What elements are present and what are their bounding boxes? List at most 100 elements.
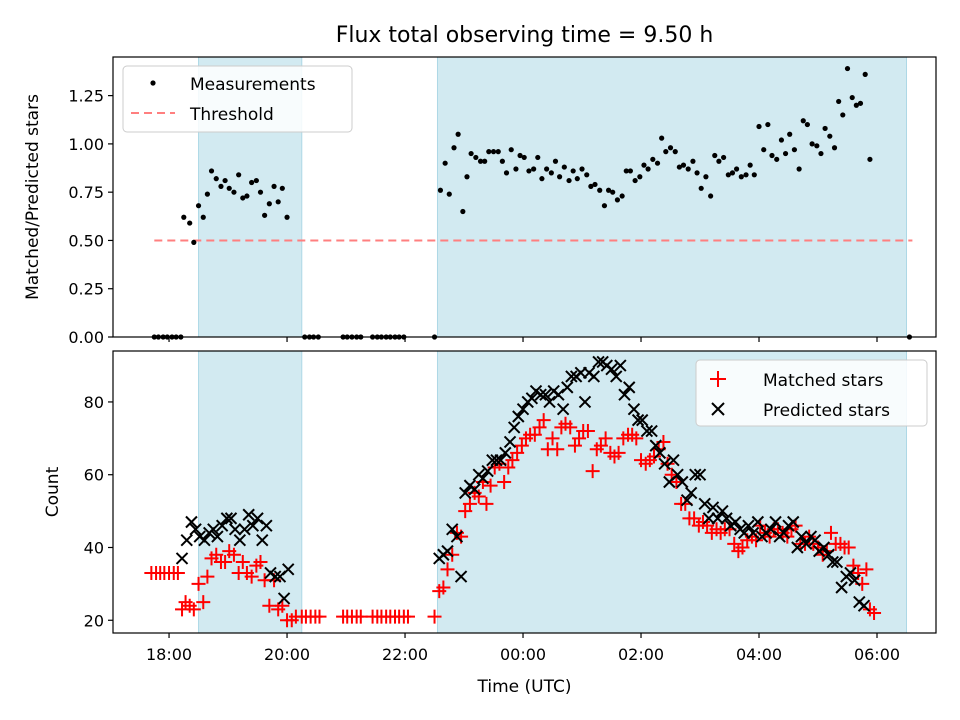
measurement-point: [592, 181, 598, 188]
matched-stars-point: [646, 449, 661, 464]
measurement-point: [570, 168, 576, 174]
legend-marker-predicted: [711, 402, 725, 416]
measurement-point: [460, 208, 466, 215]
measurement-point: [751, 172, 757, 178]
matched-stars-point: [567, 438, 582, 453]
predicted-stars-point: [614, 359, 627, 372]
measurement-point: [756, 123, 762, 130]
legend-box: [695, 359, 928, 427]
matched-stars-point: [514, 438, 529, 453]
matched-stars-point: [200, 569, 215, 584]
predicted-stars-point: [729, 515, 742, 529]
predicted-stars-point: [746, 526, 760, 540]
predicted-stars-point: [185, 515, 198, 529]
measurement-point: [637, 174, 643, 180]
predicted-stars-point: [791, 541, 804, 554]
predicted-stars-point: [228, 523, 242, 536]
matched-stars-point: [262, 598, 277, 613]
matched-stars-point: [312, 609, 327, 624]
ratio-axes-frame: [112, 56, 937, 338]
matched-stars-point: [823, 525, 838, 540]
matched-stars-point: [436, 580, 451, 595]
predicted-stars-point: [441, 544, 454, 558]
predicted-stars-point: [539, 388, 552, 401]
measurement-point: [181, 214, 187, 220]
measurement-point: [703, 174, 709, 180]
matched-stars-point: [471, 489, 486, 504]
predicted-stars-point: [640, 424, 654, 438]
predicted-stars-point: [826, 555, 839, 569]
measurement-point: [623, 168, 629, 174]
predicted-stars-point: [454, 570, 468, 583]
predicted-stars-point: [706, 501, 720, 514]
matched-stars-point: [170, 565, 185, 580]
measurement-point: [831, 145, 838, 151]
predicted-stars-point: [494, 453, 507, 467]
legend-label-threshold: Threshold: [189, 105, 274, 125]
measurement-point: [566, 177, 572, 184]
predicted-stars-point: [627, 403, 641, 416]
y-tick-label: 0.25: [68, 280, 104, 299]
measurement-point: [262, 212, 268, 218]
predicted-stars-point: [769, 515, 782, 529]
predicted-stars-point: [450, 530, 464, 543]
measurement-point: [222, 177, 228, 184]
matched-stars-point: [458, 504, 473, 519]
y-ticks-ratio: 0.00 0.25 0.50 0.75 1.00 1.25: [68, 87, 113, 347]
measurement-point: [672, 149, 678, 155]
predicted-stars-point: [777, 526, 790, 540]
measurement-point: [650, 156, 656, 162]
measurement-point: [244, 193, 250, 199]
predicted-stars-point: [233, 534, 247, 547]
matched-stars-point: [532, 420, 547, 435]
measurement-point: [743, 172, 749, 178]
x-tick-label: 06:00: [854, 645, 900, 664]
matched-stars-point: [427, 609, 442, 624]
measurement-point: [236, 172, 242, 178]
predicted-stars-point: [260, 519, 273, 532]
predicted-stars-point: [787, 515, 800, 529]
x-tick-label: 04:00: [736, 645, 782, 664]
matched-stars-point: [244, 569, 259, 584]
matched-stars-point: [505, 453, 520, 468]
predicted-stars-point: [635, 413, 649, 427]
ratio-panel: Flux total observing time = 9.50 h Match…: [23, 23, 937, 347]
legend-marker-measurements: [150, 80, 156, 86]
predicted-stars-point: [207, 523, 220, 536]
predicted-stars-point: [667, 453, 680, 467]
measurement-point: [231, 189, 237, 195]
matched-stars-point: [585, 464, 600, 479]
measurement-point: [685, 166, 691, 172]
matched-stars-point: [629, 431, 644, 446]
predicted-stars-point: [800, 537, 813, 551]
measurement-point: [796, 166, 802, 172]
measurement-point: [853, 102, 859, 108]
measurement-point: [721, 154, 727, 161]
predicted-stars-point: [623, 381, 636, 394]
predicted-stars-point: [481, 464, 494, 478]
predicted-stars-point: [503, 435, 517, 449]
predicted-stars-point: [556, 403, 570, 416]
predicted-stars-point: [830, 555, 844, 569]
measurement-point: [676, 164, 682, 170]
measurement-point: [804, 121, 810, 128]
measurement-point: [226, 185, 232, 191]
measurement-point: [680, 162, 687, 168]
measurement-point: [513, 166, 519, 172]
measurement-point: [446, 191, 452, 197]
predicted-stars-point: [645, 424, 658, 438]
y-ticks-count: 20 40 60 80: [84, 393, 113, 630]
matched-stars-point: [462, 496, 477, 511]
measurement-point: [271, 183, 277, 189]
matched-stars-point: [186, 602, 201, 617]
predicted-stars-point: [653, 446, 667, 460]
measurement-point: [455, 131, 461, 137]
predicted-stars-point: [808, 534, 822, 547]
matched-stars-point: [483, 478, 498, 493]
matched-stars-point: [209, 547, 224, 562]
legend-count: Matched stars Predicted stars: [695, 359, 928, 427]
matched-stars-point: [440, 562, 455, 577]
shaded-interval: [436, 56, 908, 338]
matched-stars-point: [400, 609, 415, 624]
measurement-point: [588, 183, 594, 189]
